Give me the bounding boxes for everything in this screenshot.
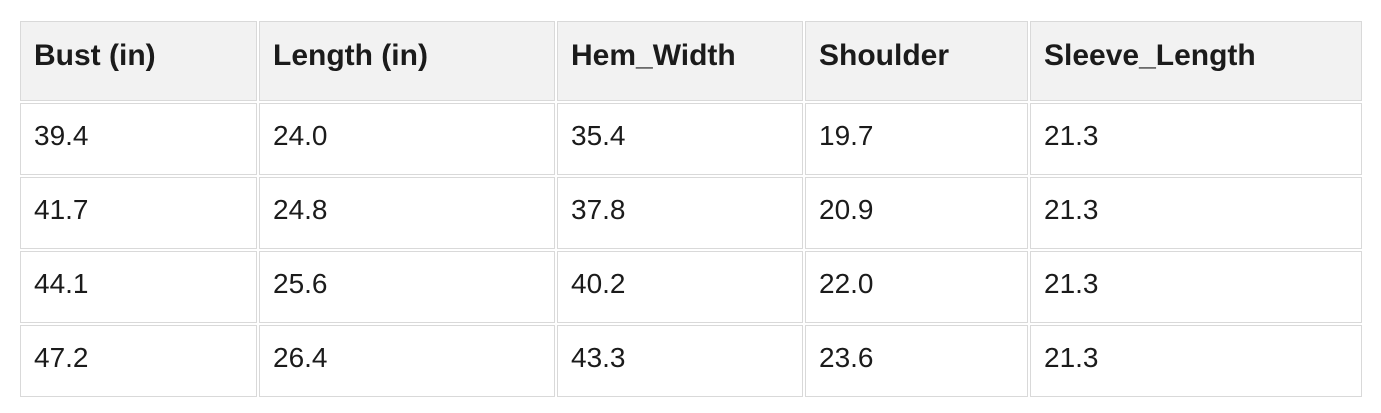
table-cell: 19.7	[805, 103, 1028, 175]
column-header-hem-width: Hem_Width	[557, 21, 803, 101]
table-cell: 21.3	[1030, 103, 1362, 175]
table-cell: 23.6	[805, 325, 1028, 397]
table-cell: 41.7	[20, 177, 257, 249]
table-cell: 24.0	[259, 103, 555, 175]
table-row: 44.1 25.6 40.2 22.0 21.3	[20, 251, 1362, 323]
table-cell: 25.6	[259, 251, 555, 323]
table-cell: 43.3	[557, 325, 803, 397]
table-cell: 22.0	[805, 251, 1028, 323]
table-cell: 20.9	[805, 177, 1028, 249]
column-header-bust: Bust (in)	[20, 21, 257, 101]
table-header-row: Bust (in) Length (in) Hem_Width Shoulder…	[20, 21, 1362, 101]
table-cell: 39.4	[20, 103, 257, 175]
table-cell: 40.2	[557, 251, 803, 323]
page: Bust (in) Length (in) Hem_Width Shoulder…	[18, 19, 1364, 399]
column-header-shoulder: Shoulder	[805, 21, 1028, 101]
table-cell: 44.1	[20, 251, 257, 323]
table-cell: 21.3	[1030, 177, 1362, 249]
table-cell: 37.8	[557, 177, 803, 249]
table-row: 47.2 26.4 43.3 23.6 21.3	[20, 325, 1362, 397]
table-cell: 21.3	[1030, 325, 1362, 397]
table-cell: 24.8	[259, 177, 555, 249]
table-cell: 21.3	[1030, 251, 1362, 323]
table-row: 41.7 24.8 37.8 20.9 21.3	[20, 177, 1362, 249]
column-header-length: Length (in)	[259, 21, 555, 101]
table-cell: 35.4	[557, 103, 803, 175]
table-cell: 47.2	[20, 325, 257, 397]
table-body: 39.4 24.0 35.4 19.7 21.3 41.7 24.8 37.8 …	[20, 103, 1362, 397]
table-cell: 26.4	[259, 325, 555, 397]
column-header-sleeve-length: Sleeve_Length	[1030, 21, 1362, 101]
size-measurements-table: Bust (in) Length (in) Hem_Width Shoulder…	[18, 19, 1364, 399]
table-row: 39.4 24.0 35.4 19.7 21.3	[20, 103, 1362, 175]
